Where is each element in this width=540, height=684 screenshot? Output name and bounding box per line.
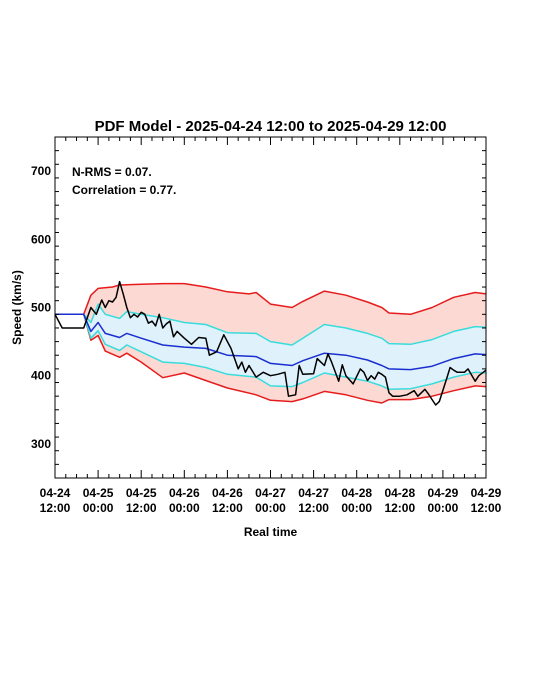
x-tick-label-time: 00:00 <box>428 501 459 515</box>
x-axis-label: Real time <box>244 525 298 539</box>
observed-line <box>54 280 487 406</box>
nrms-annotation: N-RMS = 0.07. <box>72 165 152 179</box>
x-tick-label-time: 12:00 <box>384 501 415 515</box>
axis-ticks: 30040050060070004-2412:0004-2500:0004-25… <box>31 136 502 515</box>
x-tick-label-date: 04-28 <box>384 486 415 500</box>
x-tick-label-date: 04-29 <box>428 486 459 500</box>
inner-upper-line <box>55 303 487 346</box>
outer-lower-line <box>55 313 487 404</box>
x-tick-label-date: 04-26 <box>169 486 200 500</box>
correlation-annotation: Correlation = 0.77. <box>72 183 176 197</box>
x-tick-label-time: 00:00 <box>255 501 286 515</box>
x-tick-label-time: 12:00 <box>298 501 329 515</box>
y-tick-label: 400 <box>31 369 51 383</box>
x-tick-label-time: 12:00 <box>40 501 71 515</box>
chart-title: PDF Model - 2025-04-24 12:00 to 2025-04-… <box>95 118 447 135</box>
x-tick-label-time: 12:00 <box>126 501 157 515</box>
inner-lower-line <box>55 313 487 391</box>
x-tick-label-date: 04-24 <box>40 486 71 500</box>
x-tick-label-date: 04-26 <box>212 486 243 500</box>
outer-upper-line <box>55 282 487 316</box>
x-tick-label-time: 12:00 <box>212 501 243 515</box>
y-tick-label: 700 <box>31 164 51 178</box>
y-tick-label: 500 <box>31 301 51 315</box>
y-tick-label: 600 <box>31 232 51 246</box>
x-tick-label-time: 00:00 <box>169 501 200 515</box>
x-tick-label-date: 04-25 <box>83 486 114 500</box>
x-tick-label-date: 04-27 <box>298 486 329 500</box>
x-tick-label-time: 00:00 <box>83 501 114 515</box>
y-tick-label: 300 <box>31 437 51 451</box>
x-tick-label-time: 00:00 <box>341 501 372 515</box>
x-tick-label-date: 04-27 <box>255 486 286 500</box>
x-tick-label-date: 04-25 <box>126 486 157 500</box>
x-tick-label-date: 04-29 <box>471 486 502 500</box>
plot-area <box>54 280 487 406</box>
median-line <box>55 313 487 371</box>
x-tick-label-time: 12:00 <box>471 501 502 515</box>
x-tick-label-date: 04-28 <box>341 486 372 500</box>
y-axis-label: Speed (km/s) <box>10 270 24 345</box>
